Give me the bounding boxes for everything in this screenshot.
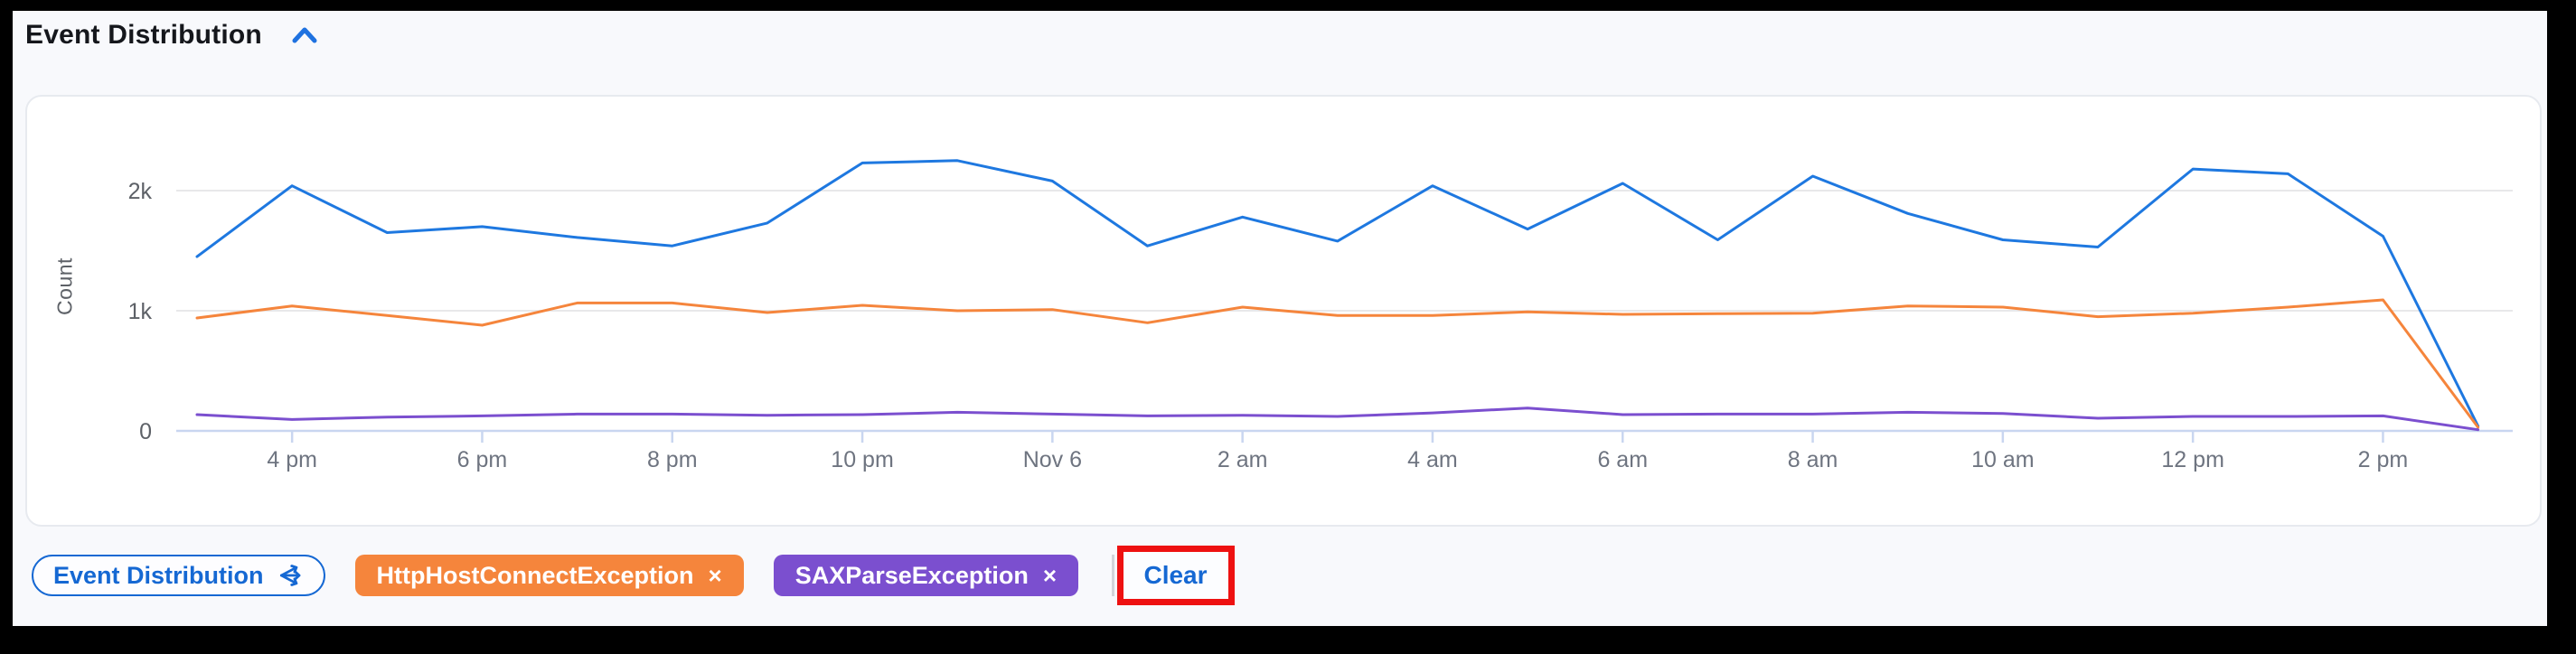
filter-chip-httphostconnectexception[interactable]: HttpHostConnectException × bbox=[354, 555, 744, 596]
chips-divider bbox=[1112, 555, 1114, 596]
annotation-highlight-box: Clear bbox=[1116, 546, 1235, 605]
remove-filter-icon[interactable]: × bbox=[708, 562, 722, 589]
y-axis-title: Count bbox=[52, 257, 77, 315]
page-title: Event Distribution bbox=[25, 20, 262, 50]
section-header: Event Distribution bbox=[25, 20, 318, 51]
share-chip-label: Event Distribution bbox=[53, 561, 264, 589]
filter-chips-row: Event Distribution HttpHostConnectExcept… bbox=[32, 546, 1235, 605]
event-distribution-share-chip[interactable]: Event Distribution bbox=[32, 555, 325, 596]
filter-chip-saxparseexception[interactable]: SAXParseException × bbox=[773, 555, 1078, 596]
chevron-up-icon bbox=[291, 26, 318, 44]
collapse-section-button[interactable] bbox=[291, 26, 318, 44]
filter-chip-label: SAXParseException bbox=[794, 561, 1029, 589]
filter-chip-label: HttpHostConnectException bbox=[376, 561, 694, 589]
share-icon[interactable] bbox=[277, 562, 304, 589]
clear-filters-button[interactable]: Clear bbox=[1143, 561, 1208, 589]
event-distribution-chart-panel bbox=[25, 95, 2542, 527]
remove-filter-icon[interactable]: × bbox=[1042, 562, 1057, 589]
